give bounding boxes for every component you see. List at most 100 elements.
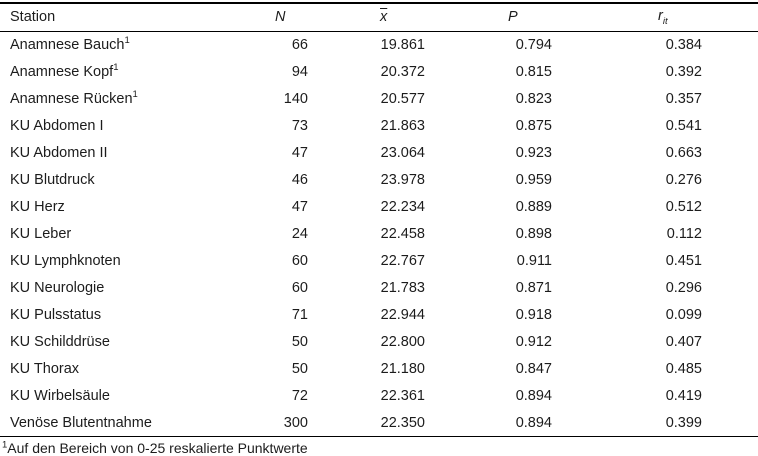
xbar-cell: 22.458 — [380, 225, 425, 242]
p-cell: 0.898 — [515, 225, 552, 242]
n-cell: 47 — [291, 198, 308, 215]
station-cell: KU Abdomen I — [10, 117, 104, 134]
rit-cell: 0.099 — [665, 306, 702, 323]
n-cell: 46 — [291, 171, 308, 188]
table-row: KU Abdomen I 73 21.863 0.875 0.541 — [0, 112, 758, 139]
xbar-cell: 22.767 — [380, 252, 425, 269]
footnote-marker: 1 — [2, 439, 8, 451]
station-cell: KU Wirbelsäule — [10, 387, 110, 404]
rit-cell: 0.296 — [665, 279, 702, 296]
table-row: KU Lymphknoten 60 22.767 0.911 0.451 — [0, 247, 758, 274]
station-footnote-marker: 1 — [124, 34, 130, 46]
station-cell: Anamnese Kopf1 — [10, 61, 119, 80]
station-cell: KU Lymphknoten — [10, 252, 121, 269]
p-cell: 0.894 — [515, 387, 552, 404]
table-body: Anamnese Bauch1 66 19.861 0.794 0.384 Anamnes… — [0, 31, 758, 436]
rit-cell: 0.357 — [665, 90, 702, 107]
n-cell: 300 — [283, 414, 308, 431]
n-cell: 50 — [291, 360, 308, 377]
table-row: KU Neurologie 60 21.783 0.871 0.296 — [0, 274, 758, 301]
station-footnote-marker: 1 — [113, 61, 119, 73]
header-row: Station N x P rit — [0, 3, 758, 32]
rit-cell: 0.384 — [665, 36, 702, 53]
n-cell: 60 — [291, 279, 308, 296]
p-cell: 0.823 — [515, 90, 552, 107]
rit-cell: 0.663 — [665, 144, 702, 161]
p-cell: 0.894 — [515, 414, 552, 431]
station-cell: KU Schilddrüse — [10, 333, 110, 350]
column-header-rit-subscript: it — [662, 15, 668, 27]
p-cell: 0.847 — [515, 360, 552, 377]
table-row: KU Schilddrüse 50 22.800 0.912 0.407 — [0, 328, 758, 355]
column-header-rit: rit — [560, 3, 758, 32]
table-row: Anamnese Kopf1 94 20.372 0.815 0.392 — [0, 58, 758, 85]
xbar-cell: 22.944 — [380, 306, 425, 323]
rit-cell: 0.276 — [665, 171, 702, 188]
xbar-cell: 20.577 — [380, 90, 425, 107]
rit-cell: 0.451 — [665, 252, 702, 269]
xbar-cell: 22.234 — [380, 198, 425, 215]
p-cell: 0.912 — [515, 333, 552, 350]
table-row: Anamnese Rücken1 140 20.577 0.823 0.357 — [0, 85, 758, 112]
results-table: Station N x P rit Anamnese Bauch1 66 19.86… — [0, 2, 758, 436]
p-cell: 0.959 — [515, 171, 552, 188]
p-cell: 0.794 — [515, 36, 552, 53]
rit-cell: 0.392 — [665, 63, 702, 80]
xbar-cell: 19.861 — [380, 36, 425, 53]
xbar-cell: 22.350 — [380, 414, 425, 431]
station-cell: Venöse Blutentnahme — [10, 414, 152, 431]
table-row: Anamnese Bauch1 66 19.861 0.794 0.384 — [0, 31, 758, 58]
column-header-p: P — [435, 3, 560, 32]
xbar-cell: 20.372 — [380, 63, 425, 80]
n-cell: 50 — [291, 333, 308, 350]
rit-cell: 0.407 — [665, 333, 702, 350]
column-header-n-label: N — [275, 9, 286, 26]
column-header-xbar-label: x — [380, 9, 388, 26]
p-cell: 0.911 — [516, 252, 552, 269]
n-cell: 94 — [291, 63, 308, 80]
n-cell: 47 — [291, 144, 308, 161]
table-footnote: 1Auf den Bereich von 0-25 reskalierte Pu… — [0, 436, 758, 456]
n-cell: 24 — [291, 225, 308, 242]
p-cell: 0.875 — [515, 117, 552, 134]
column-header-rit-label: r — [658, 7, 663, 24]
rit-cell: 0.541 — [665, 117, 702, 134]
p-cell: 0.815 — [515, 63, 552, 80]
column-header-xbar: x — [317, 3, 435, 32]
column-header-n: N — [240, 3, 317, 32]
xbar-cell: 23.064 — [380, 144, 425, 161]
station-cell: KU Herz — [10, 198, 65, 215]
station-footnote-marker: 1 — [132, 88, 138, 100]
p-cell: 0.923 — [515, 144, 552, 161]
column-header-p-label: P — [508, 9, 518, 26]
table-row: KU Leber 24 22.458 0.898 0.112 — [0, 220, 758, 247]
xbar-cell: 23.978 — [380, 171, 425, 188]
xbar-cell: 21.180 — [380, 360, 425, 377]
station-cell: KU Blutdruck — [10, 171, 95, 188]
table-row: KU Thorax 50 21.180 0.847 0.485 — [0, 355, 758, 382]
station-cell: Anamnese Rücken1 — [10, 88, 138, 107]
xbar-cell: 21.863 — [380, 117, 425, 134]
n-cell: 73 — [291, 117, 308, 134]
n-cell: 66 — [291, 36, 308, 53]
station-cell: Anamnese Bauch1 — [10, 34, 130, 53]
p-cell: 0.918 — [515, 306, 552, 323]
xbar-cell: 22.361 — [380, 387, 425, 404]
n-cell: 71 — [291, 306, 308, 323]
n-cell: 72 — [291, 387, 308, 404]
station-cell: KU Abdomen II — [10, 144, 108, 161]
xbar-cell: 21.783 — [380, 279, 425, 296]
n-cell: 140 — [283, 90, 308, 107]
table-row: Venöse Blutentnahme 300 22.350 0.894 0.399 — [0, 409, 758, 436]
rit-cell: 0.399 — [665, 414, 702, 431]
table-row: KU Blutdruck 46 23.978 0.959 0.276 — [0, 166, 758, 193]
station-cell: KU Neurologie — [10, 279, 105, 296]
column-header-station: Station — [0, 3, 240, 32]
n-cell: 60 — [291, 252, 308, 269]
table-row: KU Herz 47 22.234 0.889 0.512 — [0, 193, 758, 220]
station-cell: KU Leber — [10, 225, 72, 242]
footnote-text: Auf den Bereich von 0-25 reskalierte Pun… — [7, 440, 308, 456]
p-cell: 0.889 — [515, 198, 552, 215]
table-row: KU Pulsstatus 71 22.944 0.918 0.099 — [0, 301, 758, 328]
